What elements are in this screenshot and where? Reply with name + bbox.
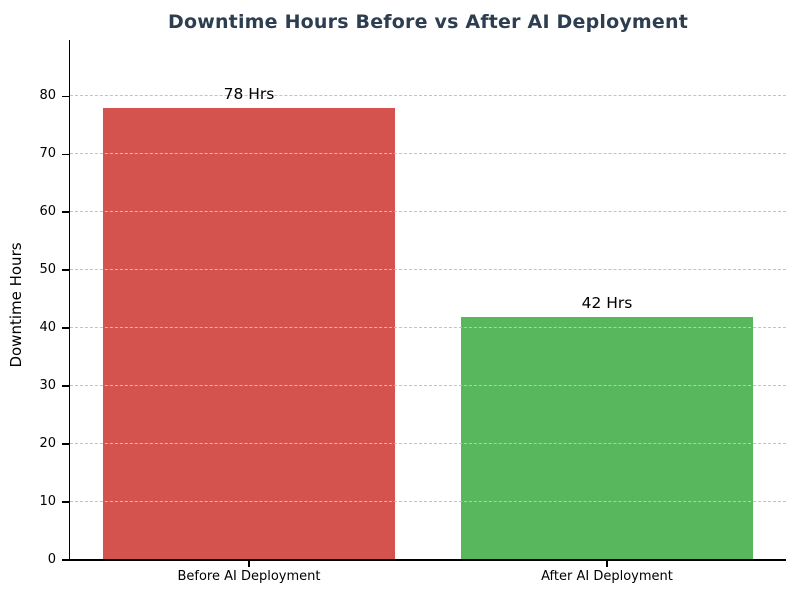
y-tick-label-0: 0 <box>47 552 56 567</box>
bar-0 <box>103 107 395 560</box>
bar-value-label-0: 78 Hrs <box>223 84 275 103</box>
y-tick-label-60: 60 <box>39 204 56 220</box>
x-tick-mark-1 <box>606 560 608 567</box>
y-axis-spine <box>68 40 70 561</box>
plot-area: 0 10 20 30 40 50 60 70 80 78 Hrs Before AI Deploym… <box>39 40 786 584</box>
gridline-30 <box>70 385 786 387</box>
gridline-60 <box>70 211 786 213</box>
x-tick-label-0: Before AI Deployment <box>177 569 321 584</box>
y-tick-label-10: 10 <box>39 494 56 510</box>
y-tick-mark-0 <box>62 559 69 561</box>
y-tick-mark-30 <box>62 385 69 387</box>
gridline-50 <box>70 269 786 271</box>
bar-1 <box>461 316 753 560</box>
chart-title: Downtime Hours Before vs After AI Deploy… <box>167 11 689 33</box>
x-axis-spine <box>68 558 786 561</box>
y-tick-mark-80 <box>62 95 69 97</box>
gridline-40 <box>70 327 786 329</box>
y-tick-mark-40 <box>62 327 69 329</box>
y-tick-mark-70 <box>62 153 69 155</box>
y-tick-label-80: 80 <box>39 88 56 104</box>
y-tick-label-70: 70 <box>39 146 56 162</box>
y-tick-mark-50 <box>62 269 69 271</box>
y-tick-label-20: 20 <box>39 436 56 452</box>
y-tick-mark-60 <box>62 211 69 213</box>
gridline-70 <box>70 153 786 155</box>
gridline-10 <box>70 501 786 503</box>
y-tick-mark-20 <box>62 443 69 445</box>
y-tick-label-30: 30 <box>39 378 56 394</box>
x-tick-mark-0 <box>248 560 250 567</box>
gridline-80 <box>70 95 786 97</box>
y-tick-label-40: 40 <box>39 320 56 336</box>
gridline-20 <box>70 443 786 445</box>
y-tick-mark-10 <box>62 501 69 503</box>
x-tick-label-1: After AI Deployment <box>541 569 673 584</box>
y-tick-label-50: 50 <box>39 262 56 278</box>
bar-value-label-1: 42 Hrs <box>581 293 633 312</box>
